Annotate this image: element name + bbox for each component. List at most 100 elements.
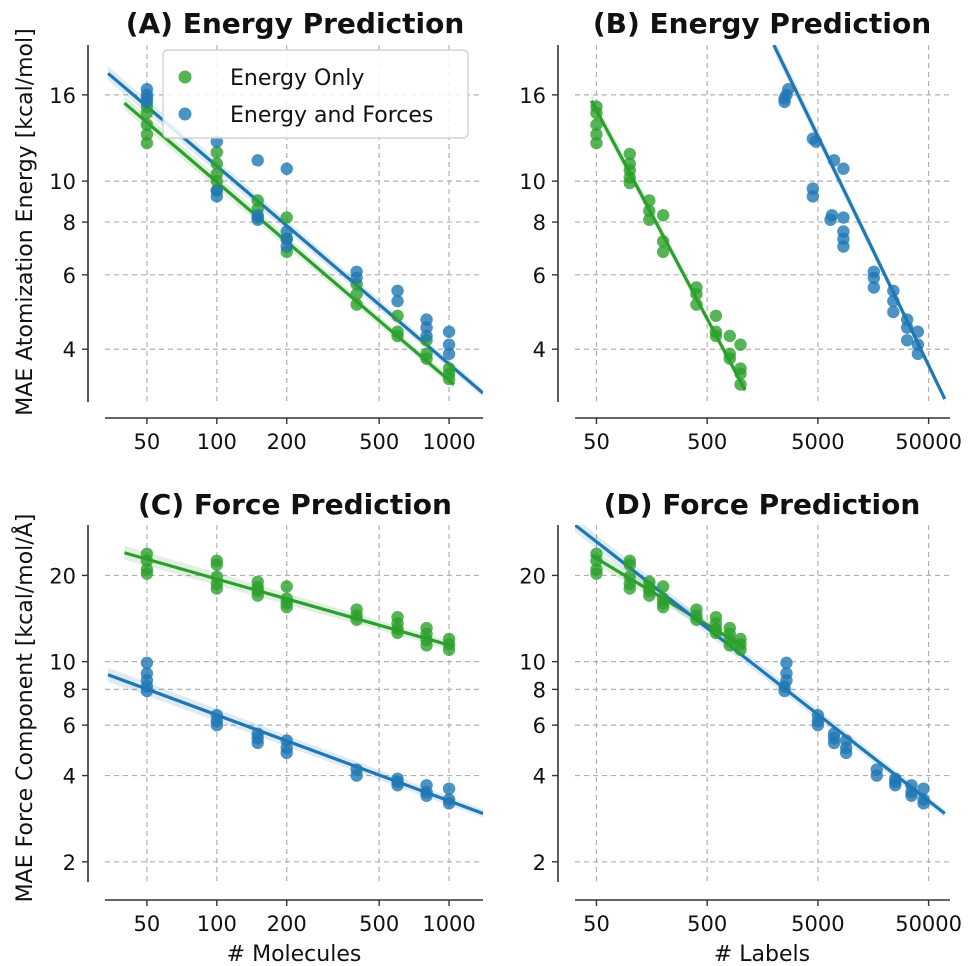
panel-c-force-molecules: (C) Force Prediction 50 100 200 500 1000 2 4 6 8… [49, 488, 483, 936]
panel-c-ytick-label: 10 [49, 651, 76, 675]
panel-d-tick-labels: 50 500 5000 50000 2 4 6 8 10 20 [519, 564, 962, 936]
panel-c-ytick-label: 4 [63, 765, 76, 789]
panel-d-points [590, 547, 930, 810]
panel-c-point-energy-and-forces [140, 667, 154, 680]
panel-a-point-energy-only [140, 128, 154, 141]
panel-d-axes [552, 525, 950, 906]
panel-d-ytick-label: 8 [533, 678, 546, 702]
legend-label-energy-and-forces: Energy and Forces [230, 103, 433, 128]
panel-b-ytick-label: 4 [533, 338, 546, 362]
panel-b-point-energy-and-forces [867, 281, 881, 294]
panel-b-point-energy-only [709, 309, 723, 322]
panel-c-fit-line-energy-and-forces [107, 673, 483, 815]
panel-b-point-energy-and-forces [837, 162, 850, 175]
panel-b-point-energy-only [643, 213, 656, 226]
legend-box [162, 49, 469, 139]
panel-a-point-energy-and-forces [280, 225, 293, 238]
panel-a-point-energy-only [350, 287, 363, 301]
panel-b-point-energy-only [643, 194, 656, 207]
panel-d-point-energy-and-forces [780, 656, 793, 670]
panel-b-point-energy-only [734, 378, 747, 391]
panel-a-xtick-label: 200 [267, 430, 307, 454]
panel-b-point-energy-only [590, 136, 603, 150]
panel-d-title: (D) Force Prediction [604, 488, 921, 521]
panel-c-point-energy-only [280, 592, 293, 605]
panel-b-point-energy-only [590, 118, 603, 131]
panel-b-point-energy-only [734, 338, 747, 351]
panel-b-point-energy-only [734, 362, 747, 375]
panel-c-tick-labels: 50 100 200 500 1000 2 4 6 8 10 20 [49, 564, 476, 936]
panel-b-point-energy-and-forces [825, 209, 839, 222]
panel-a-point-energy-and-forces [442, 325, 456, 338]
panel-b-point-energy-and-forces [900, 313, 914, 326]
panel-c-xtick-label: 200 [267, 912, 307, 936]
panel-a-point-energy-only [140, 118, 154, 131]
panel-c-xtick-label: 50 [134, 912, 161, 936]
panel-a-point-energy-only [210, 167, 224, 181]
panel-a-point-energy-only [280, 211, 293, 224]
panel-c-point-energy-only [210, 554, 224, 567]
panel-b-energy-labels: (B) Energy Prediction 50 500 5000 50000 4 6 8 1… [519, 7, 962, 454]
panel-b-point-energy-and-forces [809, 135, 823, 148]
panel-d-point-energy-only [643, 575, 656, 589]
panel-a-point-energy-only [442, 362, 456, 375]
panel-a-point-energy-and-forces [442, 338, 456, 351]
panel-b-point-energy-only [723, 347, 736, 361]
panel-b-title: (B) Energy Prediction [593, 7, 931, 40]
panel-c-point-energy-only [140, 563, 154, 576]
panel-a-ytick-label: 6 [63, 264, 76, 288]
panel-d-point-energy-only [623, 570, 636, 583]
panel-d-point-energy-and-forces [780, 667, 793, 680]
panel-c-point-energy-and-forces [350, 763, 363, 776]
panel-d-point-energy-only [690, 603, 703, 616]
panel-a-tick-labels: 50 100 200 500 1000 4 6 8 10 16 [49, 84, 476, 454]
panel-b-point-energy-only [656, 209, 670, 222]
panel-a-xtick-label: 1000 [422, 430, 475, 454]
panel-d-xtick-label: 50000 [895, 912, 962, 936]
panel-a-point-energy-only [251, 194, 264, 207]
panel-d-ytick-label: 6 [533, 714, 546, 738]
panel-a-xtick-label: 50 [134, 430, 161, 454]
panel-b-point-energy-only [690, 298, 703, 311]
panel-d-ytick-label: 4 [533, 765, 546, 789]
panel-b-fit-line-energy-only [589, 99, 747, 391]
panel-b-ytick-label: 10 [519, 170, 546, 194]
panel-b-xtick-label: 5000 [791, 430, 844, 454]
panel-d-ytick-label: 2 [533, 851, 546, 875]
panel-c-point-energy-and-forces [280, 734, 293, 747]
y-axis-label-energy: MAE Atomization Energy [kcal/mol] [13, 28, 38, 415]
panel-d-point-energy-only [734, 632, 747, 646]
panel-a-point-energy-and-forces [442, 347, 456, 361]
panel-a-axes [82, 45, 483, 424]
panel-c-ytick-label: 20 [49, 564, 76, 588]
panel-d-point-energy-only [723, 621, 736, 635]
panel-d-grid [575, 525, 950, 882]
panel-b-grid [575, 45, 950, 402]
panel-d-point-energy-and-forces [811, 709, 825, 722]
panel-c-point-energy-and-forces [420, 779, 433, 792]
panel-b-point-energy-and-forces [887, 305, 900, 319]
panel-d-point-energy-only [590, 547, 603, 560]
panel-a-point-energy-and-forces [350, 265, 363, 279]
panel-c-point-energy-and-forces [442, 793, 456, 806]
panel-b-point-energy-only [656, 245, 670, 259]
panel-d-point-energy-and-forces [827, 727, 841, 740]
panel-b-point-energy-only [690, 281, 703, 294]
panel-a-point-energy-and-forces [391, 284, 404, 297]
panel-b-point-energy-and-forces [887, 294, 900, 308]
x-axis-label-molecules: # Molecules [227, 942, 362, 966]
panel-c-point-energy-only [391, 610, 404, 624]
panel-b-point-energy-and-forces [911, 325, 925, 338]
panel-b-point-energy-only [590, 100, 603, 113]
panel-c-point-energy-only [140, 547, 154, 560]
panel-d-point-energy-and-forces [905, 779, 918, 792]
panel-b-point-energy-only [723, 329, 736, 343]
panel-b-xtick-label: 500 [687, 430, 727, 454]
panel-b-point-energy-and-forces [806, 182, 820, 195]
panel-b-point-energy-only [623, 147, 636, 161]
y-axis-label-force: MAE Force Component [kcal/mol/Å] [11, 514, 38, 903]
panel-d-point-energy-and-forces [917, 793, 930, 806]
legend: Energy Only Energy and Forces [162, 49, 469, 139]
panel-c-point-energy-only [350, 603, 363, 616]
panel-c-point-energy-and-forces [251, 727, 264, 740]
